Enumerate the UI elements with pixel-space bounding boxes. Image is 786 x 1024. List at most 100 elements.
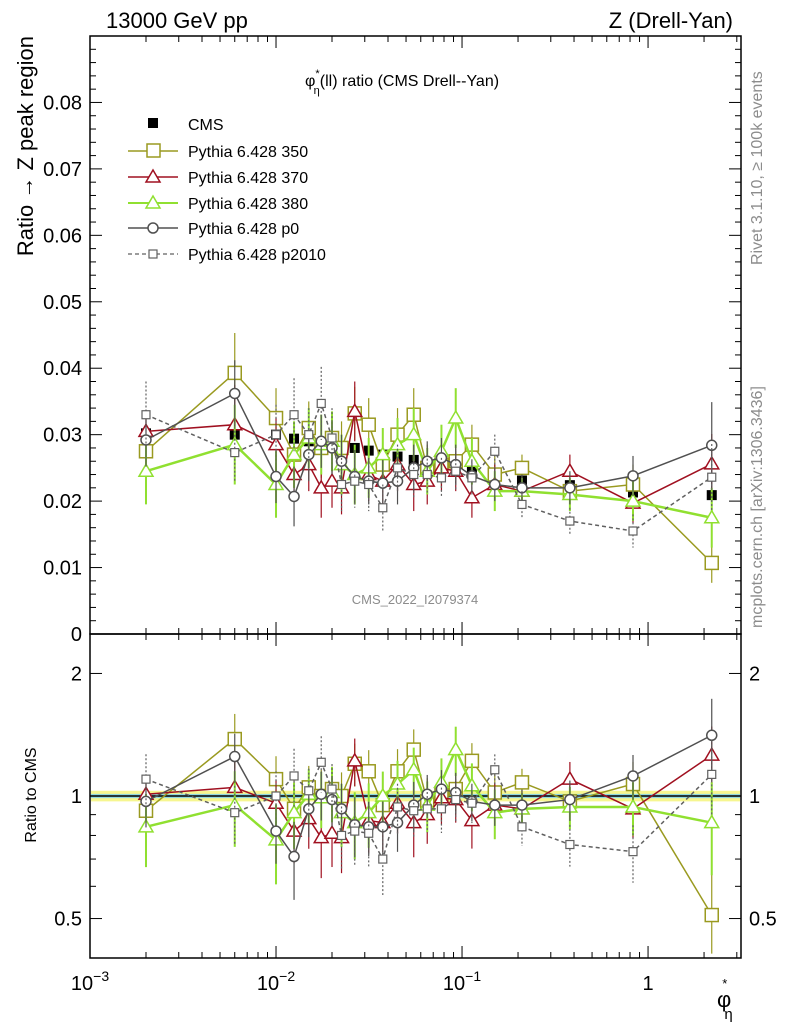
data-point (422, 469, 432, 480)
legend-label-p2010: Pythia 6.428 p2010 (188, 247, 326, 264)
ratio-data-point (230, 808, 240, 818)
data-point (378, 503, 388, 513)
rivet-label: Rivet 3.1.10, ≥ 100k events (749, 71, 766, 265)
ratio-data-point (271, 791, 281, 801)
ratio-data-point (270, 825, 282, 837)
ratio-series-line (145, 754, 713, 839)
y-tick-label: 0.03 (43, 425, 82, 447)
y-tick-label: 0.04 (43, 358, 82, 380)
legend-marker-p0 (147, 222, 159, 234)
ratio-data-point (627, 770, 639, 782)
x-tick-label: 10−2 (257, 968, 295, 995)
series-line (145, 401, 713, 532)
header-right: Z (Drell-Yan) (609, 8, 733, 33)
data-point (315, 435, 327, 448)
main-y-axis-label: Ratio → Z peak region (13, 36, 38, 256)
data-point (350, 476, 360, 486)
data-point (564, 482, 576, 494)
legend-entry-370: Pythia 6.428 370 (128, 168, 308, 187)
ratio-y-tick-label: 1 (71, 786, 82, 808)
ratio-data-point (703, 814, 721, 829)
legend-marker-cms (148, 118, 158, 128)
ratio-data-point (377, 821, 389, 833)
ratio-data-point (289, 771, 299, 781)
data-point (490, 446, 500, 456)
data-point (228, 387, 241, 400)
legend-marker-380 (144, 194, 162, 209)
series-line (145, 392, 713, 498)
ratio-data-point (361, 764, 376, 779)
legend-entry-cms: CMS (148, 117, 224, 134)
ratio-data-point (327, 784, 337, 794)
ratio-data-point (704, 907, 719, 923)
ratio-data-point (514, 775, 530, 790)
data-point (517, 499, 527, 510)
ratio-data-point (228, 750, 241, 763)
ratio-data-point (565, 839, 575, 850)
data-point (707, 472, 717, 482)
ratio-series-line (145, 734, 713, 859)
ratio-data-point (490, 765, 500, 775)
legend-label-370: Pythia 6.428 370 (188, 170, 308, 187)
x-tick-label: 10−1 (443, 968, 481, 995)
ratio-data-point (705, 729, 718, 742)
ratio-panel-series (137, 698, 721, 954)
data-point (336, 479, 347, 490)
data-point (303, 448, 315, 461)
y-tick-label: 0.07 (43, 159, 82, 181)
data-point (392, 463, 403, 473)
ratio-y-tick-label-right: 1 (749, 786, 760, 808)
legend-marker-370 (144, 168, 162, 183)
data-point (304, 430, 314, 440)
data-point (270, 470, 282, 483)
y-tick-label: 0 (71, 624, 82, 646)
y-tick-label: 0.02 (43, 491, 82, 513)
data-point (436, 473, 447, 483)
legend-marker-p2010 (148, 249, 158, 259)
data-point (141, 410, 151, 420)
data-point (327, 433, 337, 443)
legend-entry-380: Pythia 6.428 380 (128, 194, 308, 213)
ratio-data-point (288, 850, 300, 863)
axes: 10−3 10−2 10−1 1 0 0.01 0.02 0.03 0.04 0.05 0.06 0.… (43, 35, 777, 995)
y-tick-label: 0.05 (43, 292, 82, 314)
legend: CMS Pythia 6.428 350 Pythia 6.428 370 Py… (128, 117, 326, 264)
legend-entry-p0: Pythia 6.428 p0 (128, 221, 299, 238)
data-point (316, 398, 326, 409)
ratio-data-point (141, 774, 151, 784)
data-point (374, 446, 392, 461)
ratio-data-point (489, 799, 501, 811)
data-point (271, 430, 281, 440)
data-point (565, 516, 575, 526)
data-point (704, 555, 719, 571)
ratio-data-point (392, 802, 403, 812)
ratio-data-point (516, 799, 528, 811)
ratio-data-point (323, 824, 341, 840)
ratio-data-point (378, 854, 388, 864)
plot-title: φ* η(ll) ratio (CMS Drell--Yan) (305, 68, 499, 97)
ratio-series-pythia-6-428-p2010 (141, 736, 717, 896)
ratio-data-point (336, 830, 347, 841)
ratio-data-point (346, 752, 364, 767)
header-left: 13000 GeV pp (106, 8, 248, 33)
series-pythia-6-428-380 (137, 388, 721, 548)
ratio-data-point (409, 806, 419, 816)
ratio-data-point (364, 828, 374, 838)
legend-label-cms: CMS (188, 117, 224, 134)
ratio-data-point (312, 829, 330, 844)
y-tick-label: 0.01 (43, 558, 82, 580)
data-point (489, 478, 501, 491)
ratio-data-point (467, 798, 477, 808)
ratio-data-point (436, 804, 447, 814)
data-point (467, 473, 477, 483)
data-point (409, 469, 419, 480)
ratio-data-point (624, 798, 642, 813)
data-point (289, 410, 299, 420)
ratio-series-pythia-6-428-350 (138, 713, 719, 954)
x-tick-label: 1 (642, 973, 653, 995)
ratio-data-point (304, 786, 314, 796)
data-point (703, 509, 721, 524)
data-point (377, 477, 389, 489)
legend-marker-350 (146, 143, 161, 158)
data-point (364, 479, 374, 490)
